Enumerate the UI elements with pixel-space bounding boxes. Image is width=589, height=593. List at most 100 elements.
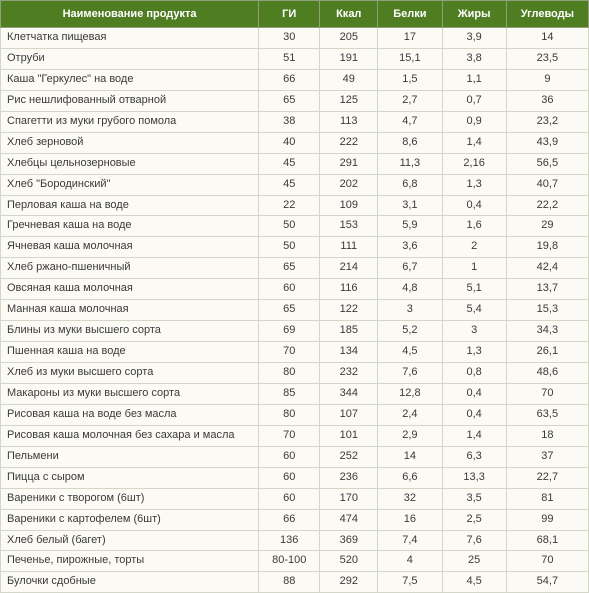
cell-name: Хлеб "Бородинский" — [1, 174, 259, 195]
cell-value: 7,4 — [378, 530, 442, 551]
cell-value: 88 — [259, 572, 320, 593]
cell-value: 40,7 — [506, 174, 588, 195]
cell-value: 85 — [259, 383, 320, 404]
cell-value: 520 — [320, 551, 378, 572]
cell-value: 51 — [259, 48, 320, 69]
cell-name: Клетчатка пищевая — [1, 28, 259, 49]
cell-value: 66 — [259, 509, 320, 530]
cell-name: Гречневая каша на воде — [1, 216, 259, 237]
cell-value: 0,7 — [442, 90, 506, 111]
table-row: Вареники с картофелем (6шт)66474162,599 — [1, 509, 589, 530]
cell-value: 50 — [259, 237, 320, 258]
cell-name: Пицца с сыром — [1, 467, 259, 488]
cell-value: 15,3 — [506, 300, 588, 321]
table-row: Булочки сдобные882927,54,554,7 — [1, 572, 589, 593]
cell-value: 32 — [378, 488, 442, 509]
cell-value: 170 — [320, 488, 378, 509]
cell-value: 43,9 — [506, 132, 588, 153]
cell-name: Отруби — [1, 48, 259, 69]
cell-value: 1,4 — [442, 132, 506, 153]
table-row: Макароны из муки высшего сорта8534412,80… — [1, 383, 589, 404]
table-row: Хлебцы цельнозерновые4529111,32,1656,5 — [1, 153, 589, 174]
col-header-fat: Жиры — [442, 1, 506, 28]
cell-value: 6,7 — [378, 258, 442, 279]
cell-value: 222 — [320, 132, 378, 153]
cell-name: Печенье, пирожные, торты — [1, 551, 259, 572]
cell-value: 5,2 — [378, 321, 442, 342]
cell-value: 5,9 — [378, 216, 442, 237]
cell-value: 80 — [259, 404, 320, 425]
table-row: Хлеб ржано-пшеничный652146,7142,4 — [1, 258, 589, 279]
cell-value: 12,8 — [378, 383, 442, 404]
cell-name: Спагетти из муки грубого помола — [1, 111, 259, 132]
cell-value: 111 — [320, 237, 378, 258]
cell-value: 202 — [320, 174, 378, 195]
cell-value: 125 — [320, 90, 378, 111]
cell-value: 3,9 — [442, 28, 506, 49]
cell-value: 6,8 — [378, 174, 442, 195]
table-row: Блины из муки высшего сорта691855,2334,3 — [1, 321, 589, 342]
cell-value: 369 — [320, 530, 378, 551]
table-row: Хлеб из муки высшего сорта802327,60,848,… — [1, 363, 589, 384]
cell-value: 7,6 — [378, 363, 442, 384]
cell-name: Хлеб ржано-пшеничный — [1, 258, 259, 279]
cell-value: 38 — [259, 111, 320, 132]
cell-value: 22,2 — [506, 195, 588, 216]
cell-value: 0,4 — [442, 383, 506, 404]
cell-value: 8,6 — [378, 132, 442, 153]
cell-value: 0,4 — [442, 404, 506, 425]
cell-value: 50 — [259, 216, 320, 237]
table-row: Клетчатка пищевая30205173,914 — [1, 28, 589, 49]
cell-value: 232 — [320, 363, 378, 384]
cell-value: 4,5 — [442, 572, 506, 593]
table-row: Каша "Геркулес" на воде66491,51,19 — [1, 69, 589, 90]
cell-value: 109 — [320, 195, 378, 216]
cell-value: 1,1 — [442, 69, 506, 90]
table-body: Клетчатка пищевая30205173,914Отруби51191… — [1, 28, 589, 593]
table-row: Рисовая каша молочная без сахара и масла… — [1, 425, 589, 446]
cell-value: 6,6 — [378, 467, 442, 488]
cell-value: 134 — [320, 342, 378, 363]
cell-value: 107 — [320, 404, 378, 425]
cell-value: 205 — [320, 28, 378, 49]
cell-value: 60 — [259, 446, 320, 467]
cell-value: 1,4 — [442, 425, 506, 446]
cell-value: 18 — [506, 425, 588, 446]
cell-value: 2,5 — [442, 509, 506, 530]
cell-value: 3,1 — [378, 195, 442, 216]
cell-value: 122 — [320, 300, 378, 321]
cell-value: 2,16 — [442, 153, 506, 174]
table-row: Спагетти из муки грубого помола381134,70… — [1, 111, 589, 132]
table-row: Рис нешлифованный отварной651252,70,736 — [1, 90, 589, 111]
cell-name: Каша "Геркулес" на воде — [1, 69, 259, 90]
cell-value: 45 — [259, 153, 320, 174]
cell-value: 70 — [506, 383, 588, 404]
cell-value: 48,6 — [506, 363, 588, 384]
cell-value: 23,2 — [506, 111, 588, 132]
cell-name: Хлеб зерновой — [1, 132, 259, 153]
table-row: Манная каша молочная6512235,415,3 — [1, 300, 589, 321]
cell-value: 291 — [320, 153, 378, 174]
cell-value: 153 — [320, 216, 378, 237]
cell-value: 65 — [259, 300, 320, 321]
cell-value: 9 — [506, 69, 588, 90]
cell-value: 45 — [259, 174, 320, 195]
cell-value: 13,3 — [442, 467, 506, 488]
cell-value: 34,3 — [506, 321, 588, 342]
cell-value: 3,6 — [378, 237, 442, 258]
cell-name: Пельмени — [1, 446, 259, 467]
cell-value: 116 — [320, 279, 378, 300]
cell-value: 474 — [320, 509, 378, 530]
cell-value: 40 — [259, 132, 320, 153]
table-row: Ячневая каша молочная501113,6219,8 — [1, 237, 589, 258]
cell-name: Перловая каша на воде — [1, 195, 259, 216]
cell-value: 3 — [442, 321, 506, 342]
table-row: Пельмени60252146,337 — [1, 446, 589, 467]
col-header-gi: ГИ — [259, 1, 320, 28]
cell-value: 7,5 — [378, 572, 442, 593]
cell-value: 3,5 — [442, 488, 506, 509]
cell-value: 11,3 — [378, 153, 442, 174]
cell-value: 22 — [259, 195, 320, 216]
cell-value: 113 — [320, 111, 378, 132]
col-header-name: Наименование продукта — [1, 1, 259, 28]
